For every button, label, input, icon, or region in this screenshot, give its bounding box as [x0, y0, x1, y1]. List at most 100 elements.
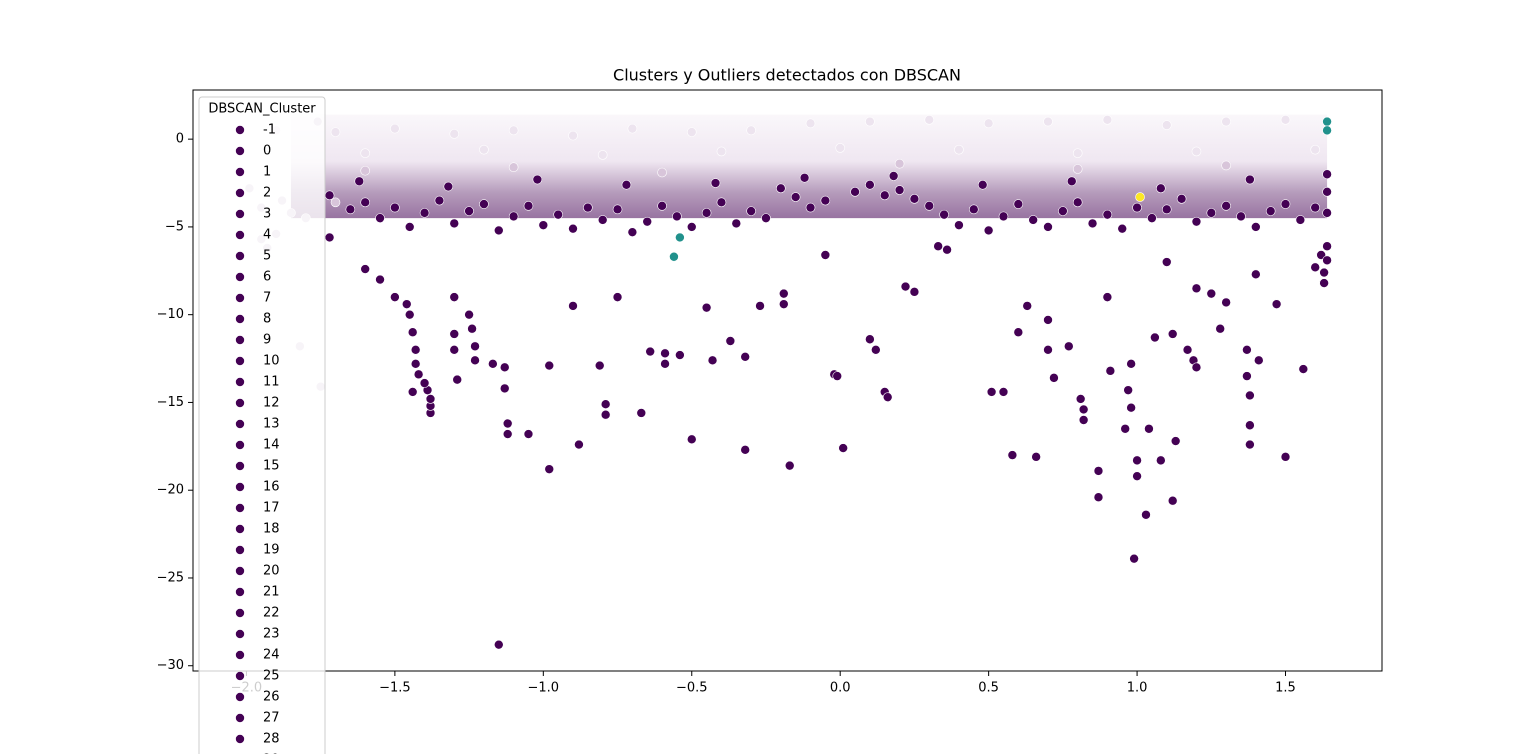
- point: [600, 399, 611, 409]
- x-tick-label: −1.5: [379, 681, 411, 696]
- point: [488, 359, 498, 369]
- y-tick-label: −10: [157, 307, 184, 322]
- point: [532, 174, 543, 185]
- point: [568, 223, 578, 234]
- point: [404, 222, 415, 232]
- point: [1167, 495, 1178, 506]
- point: [1132, 202, 1142, 213]
- point: [672, 211, 682, 222]
- point: [360, 148, 370, 158]
- point: [710, 178, 721, 188]
- point: [1150, 332, 1160, 343]
- point: [1156, 183, 1166, 194]
- point: [865, 334, 875, 345]
- point: [410, 344, 421, 355]
- point: [1319, 278, 1329, 288]
- point: [1167, 329, 1178, 339]
- point: [746, 206, 756, 216]
- point: [544, 464, 555, 474]
- point: [939, 209, 949, 220]
- point: [805, 202, 816, 213]
- point: [1265, 206, 1276, 216]
- point: [761, 213, 771, 223]
- point: [508, 125, 519, 136]
- legend-label: 25: [263, 669, 280, 684]
- x-tick-label: 1.5: [1275, 681, 1296, 696]
- legend-label: 19: [263, 543, 280, 558]
- point: [657, 167, 667, 178]
- point: [986, 387, 997, 397]
- point: [1161, 204, 1172, 215]
- point: [740, 352, 750, 362]
- point: [998, 211, 1009, 222]
- point: [983, 118, 994, 129]
- point: [464, 309, 474, 320]
- point: [1251, 222, 1261, 232]
- y-tick-label: 0: [176, 132, 184, 147]
- point: [790, 192, 801, 202]
- legend-label: 3: [263, 207, 271, 222]
- point: [583, 202, 593, 213]
- legend-marker: [235, 566, 245, 576]
- legend-marker: [235, 461, 245, 471]
- point: [574, 439, 584, 450]
- point: [553, 209, 563, 220]
- point: [354, 176, 365, 187]
- legend-label: -1: [263, 123, 276, 138]
- point: [1322, 255, 1332, 266]
- y-tick-label: −30: [157, 658, 184, 673]
- point: [894, 158, 905, 169]
- point: [1072, 148, 1083, 158]
- point: [1147, 213, 1157, 223]
- y-tick-label: −15: [157, 395, 184, 410]
- point: [1322, 116, 1332, 127]
- point: [865, 179, 875, 190]
- point: [612, 292, 623, 302]
- point: [1102, 115, 1113, 125]
- point: [1298, 364, 1309, 374]
- point: [746, 125, 756, 136]
- point: [1236, 211, 1246, 222]
- point: [1087, 218, 1098, 229]
- legend-marker: [235, 251, 245, 261]
- legend-label: 4: [263, 228, 271, 243]
- point: [778, 299, 789, 309]
- point: [360, 197, 370, 208]
- point: [657, 201, 667, 211]
- point: [390, 292, 400, 302]
- point: [1221, 297, 1231, 308]
- point: [419, 378, 430, 388]
- point: [1120, 423, 1130, 434]
- point: [1013, 199, 1024, 209]
- point: [882, 392, 893, 402]
- density-band: [290, 114, 1328, 219]
- point: [330, 127, 341, 137]
- point: [1215, 323, 1226, 334]
- point: [568, 130, 578, 141]
- point: [1126, 402, 1136, 413]
- y-tick-label: −20: [157, 483, 184, 498]
- point: [470, 355, 480, 366]
- point: [1135, 192, 1145, 202]
- point: [871, 344, 881, 355]
- point: [900, 281, 911, 292]
- point: [390, 123, 400, 134]
- point: [1078, 415, 1089, 425]
- legend-marker: [235, 545, 245, 555]
- legend-label: 22: [263, 606, 280, 621]
- point: [1182, 344, 1193, 355]
- point: [1043, 315, 1053, 325]
- x-tick-label: 0.0: [830, 681, 851, 696]
- point: [835, 143, 845, 153]
- legend: DBSCAN_Cluster-1012345678910111213141516…: [198, 96, 326, 754]
- point: [731, 218, 742, 229]
- point: [1191, 216, 1202, 227]
- point: [508, 162, 519, 173]
- x-tick-label: 0.5: [978, 681, 999, 696]
- legend-label: 18: [263, 522, 280, 537]
- legend-marker: [235, 482, 245, 492]
- legend-marker: [235, 293, 245, 303]
- point: [449, 344, 460, 355]
- point: [544, 360, 555, 371]
- point: [850, 187, 860, 197]
